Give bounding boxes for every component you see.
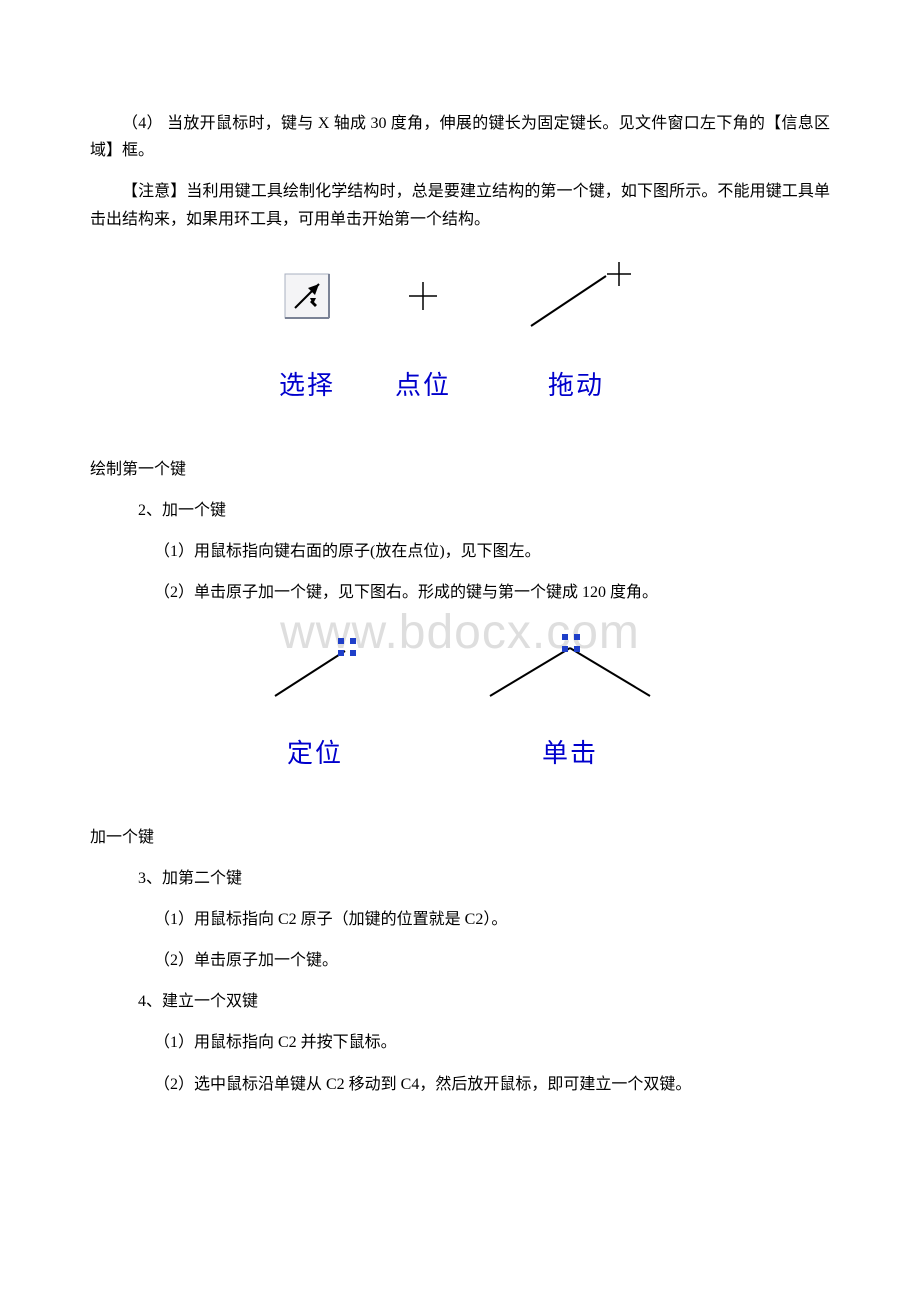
section-3-step-1: （1）用鼠标指向 C2 原子（加键的位置就是 C2）。 [90, 906, 830, 933]
section-3-title: 3、加第二个键 [90, 865, 830, 892]
diagram-2-item-locate: 定位 [250, 627, 380, 770]
section-4-step-1: （1）用鼠标指向 C2 并按下鼠标。 [90, 1029, 830, 1056]
document-content: （4） 当放开鼠标时，键与 X 轴成 30 度角，伸展的键长为固定键长。见文件窗… [90, 110, 830, 1098]
section-4-title: 4、建立一个双键 [90, 988, 830, 1015]
click-bond-icon [470, 627, 670, 705]
diagram-1-item-select: 选择 [279, 261, 335, 402]
caption-select: 选择 [279, 365, 335, 402]
crosshair-icon [403, 261, 443, 331]
select-tool-icon [284, 261, 330, 331]
caption-locate: 定位 [287, 733, 343, 770]
diagram-1-item-drag: 拖动 [511, 261, 641, 402]
section-2-step-1: （1）用鼠标指向键右面的原子(放在点位)，见下图左。 [90, 538, 830, 565]
paragraph-note: 【注意】当利用键工具绘制化学结构时，总是要建立结构的第一个键，如下图所示。不能用… [90, 178, 830, 232]
diagram-2-row: 定位 单击 [90, 627, 830, 770]
diagram-1-item-point: 点位 [395, 261, 451, 402]
figure-2-label: 加一个键 [90, 824, 830, 851]
section-2-title: 2、加一个键 [90, 497, 830, 524]
locate-bond-icon [250, 627, 380, 705]
figure-1-label: 绘制第一个键 [90, 456, 830, 483]
caption-click: 单击 [542, 733, 598, 770]
drag-bond-icon [511, 261, 641, 331]
caption-point: 点位 [395, 365, 451, 402]
paragraph-4: （4） 当放开鼠标时，键与 X 轴成 30 度角，伸展的键长为固定键长。见文件窗… [90, 110, 830, 164]
section-2-step-2: （2）单击原子加一个键，见下图右。形成的键与第一个键成 120 度角。 [90, 579, 830, 606]
section-3-step-2: （2）单击原子加一个键。 [90, 947, 830, 974]
section-4-step-2: （2）选中鼠标沿单键从 C2 移动到 C4，然后放开鼠标，即可建立一个双键。 [90, 1071, 830, 1098]
diagram-2-item-click: 单击 [470, 627, 670, 770]
diagram-1-row: 选择 点位 拖动 [90, 261, 830, 402]
caption-drag: 拖动 [548, 365, 604, 402]
